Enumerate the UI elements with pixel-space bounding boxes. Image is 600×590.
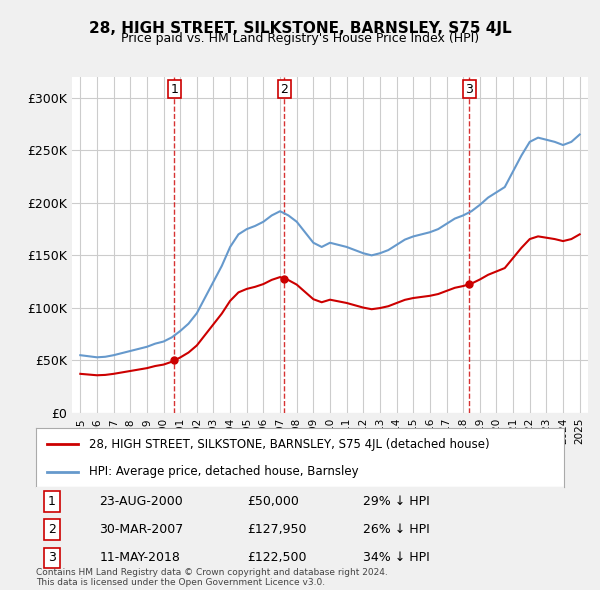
Text: 30-MAR-2007: 30-MAR-2007: [100, 523, 184, 536]
Text: 2: 2: [48, 523, 56, 536]
Text: 34% ↓ HPI: 34% ↓ HPI: [364, 551, 430, 564]
Text: £127,950: £127,950: [247, 523, 307, 536]
Text: 28, HIGH STREET, SILKSTONE, BARNSLEY, S75 4JL: 28, HIGH STREET, SILKSTONE, BARNSLEY, S7…: [89, 21, 511, 35]
Text: 29% ↓ HPI: 29% ↓ HPI: [364, 495, 430, 508]
Text: £50,000: £50,000: [247, 495, 299, 508]
Text: 3: 3: [466, 83, 473, 96]
Text: 11-MAY-2018: 11-MAY-2018: [100, 551, 180, 564]
Text: 28, HIGH STREET, SILKSTONE, BARNSLEY, S75 4JL (detached house): 28, HIGH STREET, SILKSTONE, BARNSLEY, S7…: [89, 438, 490, 451]
Text: 23-AUG-2000: 23-AUG-2000: [100, 495, 183, 508]
Text: 1: 1: [48, 495, 56, 508]
Text: 26% ↓ HPI: 26% ↓ HPI: [364, 523, 430, 536]
Text: HPI: Average price, detached house, Barnsley: HPI: Average price, detached house, Barn…: [89, 466, 358, 478]
Text: 2: 2: [280, 83, 288, 96]
Text: £122,500: £122,500: [247, 551, 307, 564]
Text: Contains HM Land Registry data © Crown copyright and database right 2024.
This d: Contains HM Land Registry data © Crown c…: [36, 568, 388, 587]
Text: 3: 3: [48, 551, 56, 564]
Text: 1: 1: [170, 83, 178, 96]
Text: Price paid vs. HM Land Registry's House Price Index (HPI): Price paid vs. HM Land Registry's House …: [121, 32, 479, 45]
